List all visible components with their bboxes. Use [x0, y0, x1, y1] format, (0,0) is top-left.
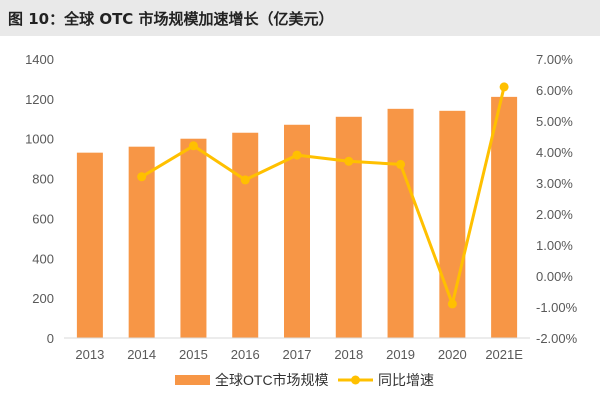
growth-point [240, 175, 250, 185]
growth-point [292, 150, 302, 160]
legend-bar-label: 全球OTC市场规模 [215, 372, 329, 388]
x-tick-label: 2020 [438, 347, 467, 362]
right-tick-label: 5.00% [536, 114, 573, 129]
x-tick-label: 2018 [334, 347, 363, 362]
left-tick-label: 600 [32, 211, 54, 226]
growth-point [137, 172, 147, 182]
legend-line-label: 同比增速 [378, 372, 434, 388]
growth-point [499, 82, 509, 92]
right-tick-label: 0.00% [536, 269, 573, 284]
left-tick-label: 0 [47, 331, 54, 346]
left-tick-label: 200 [32, 291, 54, 306]
x-tick-label: 2013 [75, 347, 104, 362]
bar [491, 96, 518, 338]
x-tick-label: 2017 [283, 347, 312, 362]
right-tick-label: 7.00% [536, 52, 573, 67]
right-tick-label: 4.00% [536, 145, 573, 160]
x-tick-label: 2021E [485, 347, 523, 362]
legend-bar-swatch [175, 375, 210, 385]
left-tick-label: 1000 [25, 132, 54, 147]
right-tick-label: 1.00% [536, 238, 573, 253]
left-tick-label: 800 [32, 172, 54, 187]
right-tick-label: -1.00% [536, 300, 578, 315]
growth-point [188, 141, 198, 151]
right-tick-label: -2.00% [536, 331, 578, 346]
legend-line-marker [351, 375, 360, 385]
legend: 全球OTC市场规模 同比增速 [175, 372, 434, 388]
x-tick-label: 2016 [231, 347, 260, 362]
bar [387, 108, 414, 338]
x-tick-label: 2015 [179, 347, 208, 362]
left-axis: 0 200 400 600 800 1000 1200 1400 [25, 52, 54, 346]
bar [180, 138, 207, 338]
title-bar: 图 10：全球 OTC 市场规模加速增长（亿美元） [0, 0, 600, 36]
chart-title: 图 10：全球 OTC 市场规模加速增长（亿美元） [8, 10, 334, 28]
growth-line [140, 86, 506, 306]
left-tick-label: 400 [32, 251, 54, 266]
bar-series [76, 96, 518, 339]
left-tick-label: 1200 [25, 92, 54, 107]
bar [232, 132, 259, 338]
growth-point [447, 299, 457, 309]
right-tick-label: 2.00% [536, 207, 573, 222]
bar [76, 152, 103, 338]
x-tick-label: 2014 [127, 347, 156, 362]
bar [335, 116, 362, 339]
line-series [137, 82, 509, 309]
growth-point [396, 159, 406, 169]
right-tick-label: 3.00% [536, 176, 573, 191]
left-tick-label: 1400 [25, 52, 54, 67]
growth-point [344, 156, 354, 166]
x-axis: 2013 2014 2015 2016 2017 2018 2019 2020 2021E [75, 347, 523, 362]
x-tick-label: 2019 [386, 347, 415, 362]
right-axis: -2.00% -1.00% 0.00% 1.00% 2.00% 3.00% 4.00% 5.0… [536, 52, 578, 346]
right-tick-label: 6.00% [536, 83, 573, 98]
